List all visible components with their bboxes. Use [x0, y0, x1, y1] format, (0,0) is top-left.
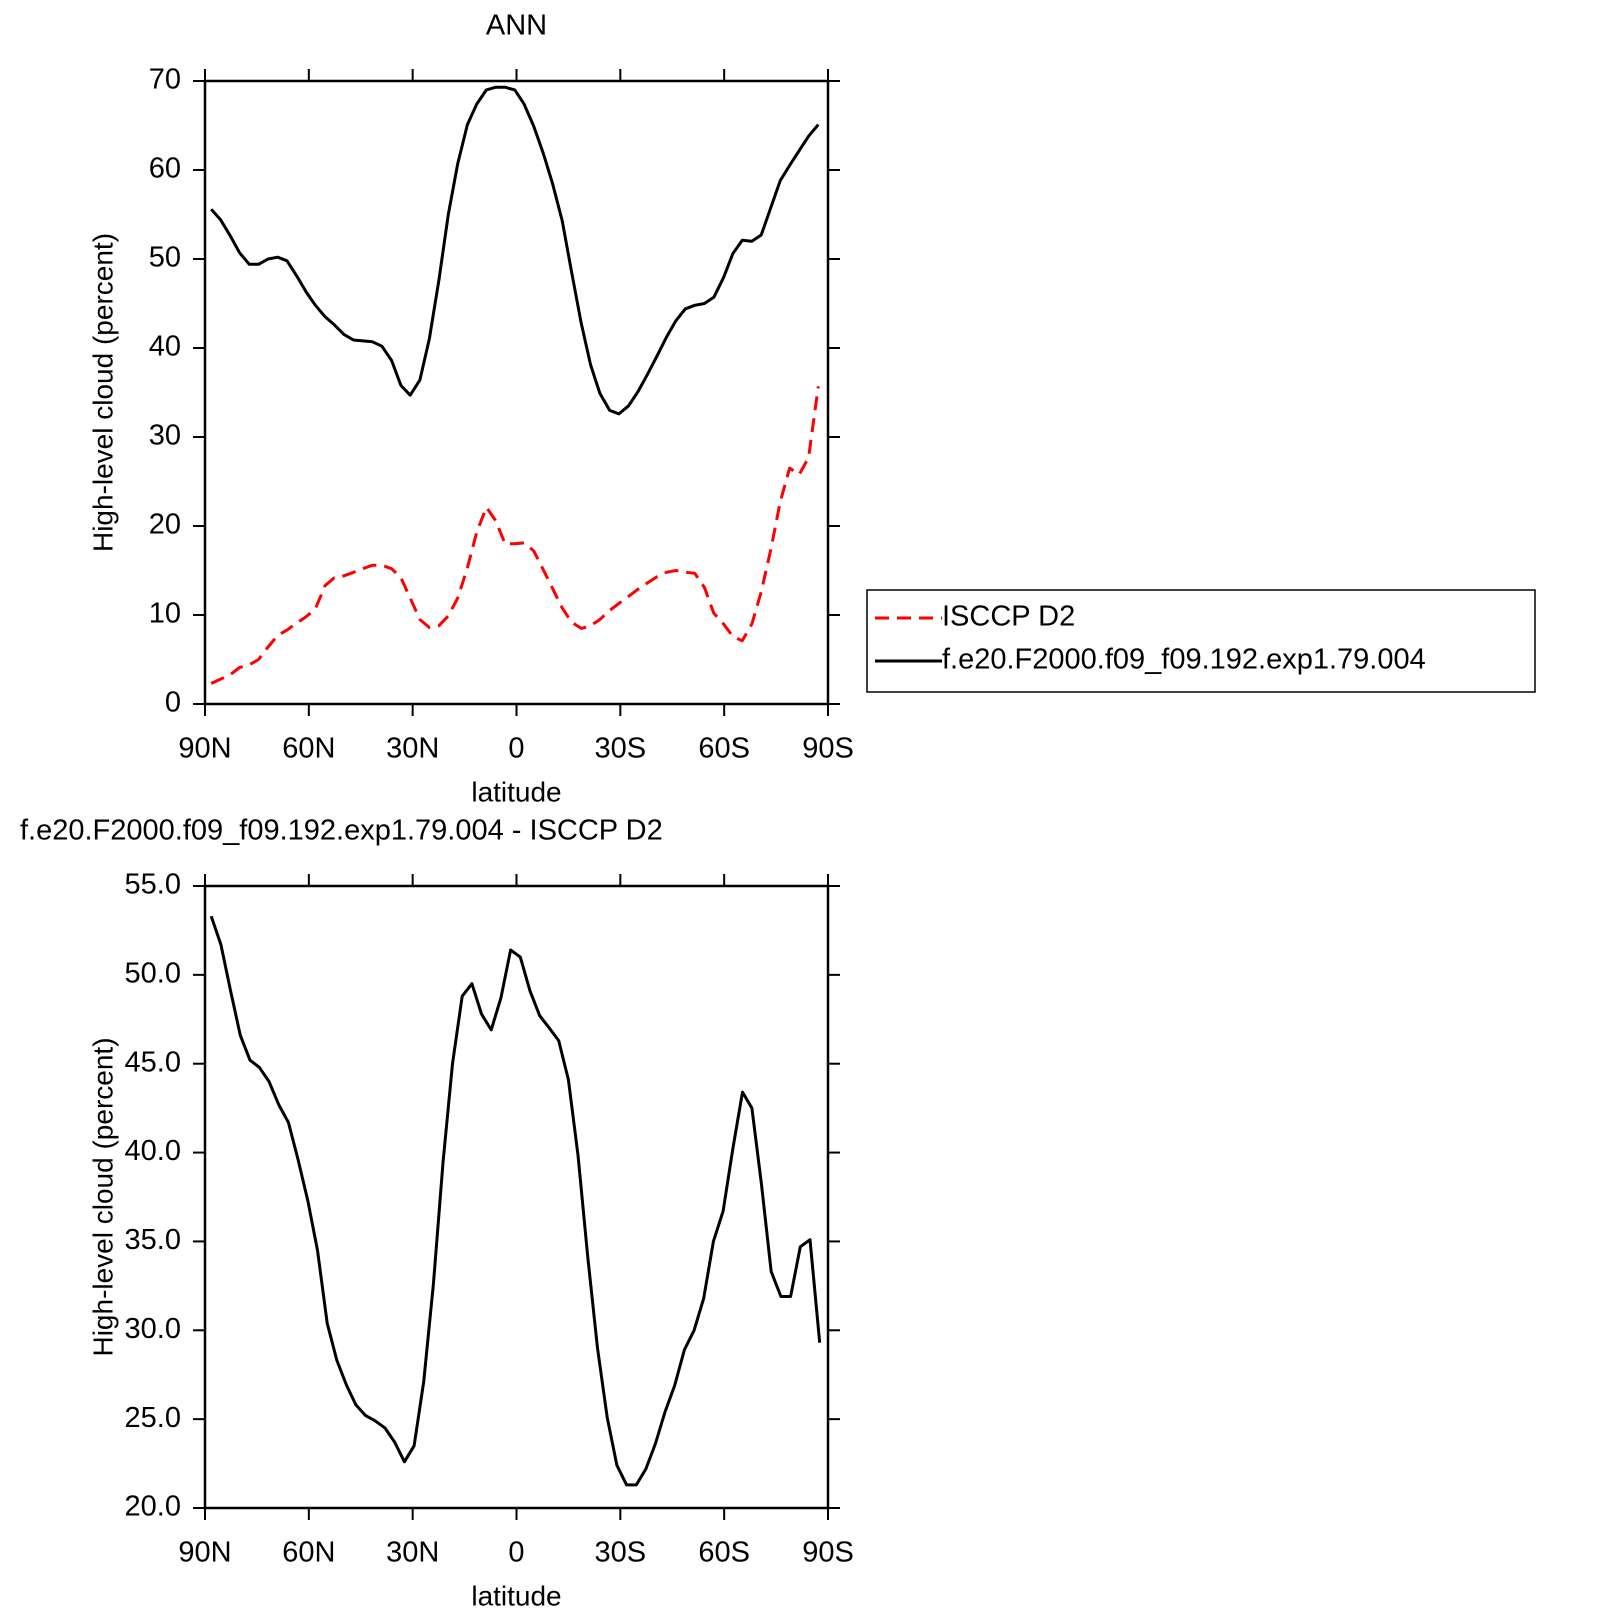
x-tick-label: 60S — [698, 733, 750, 765]
y-tick-label: 30.0 — [125, 1313, 181, 1345]
x-tick-label: 60N — [282, 733, 335, 765]
y-axis-label: High-level cloud (percent) — [87, 1037, 118, 1356]
data-line — [209, 915, 822, 1487]
data-line — [210, 386, 820, 685]
chart-title: ANN — [486, 10, 547, 42]
plot-frame — [203, 79, 830, 706]
x-tick-label: 60N — [282, 1537, 335, 1569]
x-tick-label: 30S — [595, 1537, 647, 1569]
y-tick-label: 0 — [165, 687, 181, 719]
plot-frame — [203, 884, 830, 1510]
x-tick-label: 90S — [802, 733, 854, 765]
x-axis-label: latitude — [471, 1580, 561, 1608]
y-tick-label: 50.0 — [125, 958, 181, 990]
x-tick-label: 30S — [595, 733, 647, 765]
y-tick-label: 70 — [149, 64, 181, 96]
x-tick-label: 90N — [178, 1537, 231, 1569]
y-tick-label: 10 — [149, 598, 181, 630]
y-tick-label: 40 — [149, 331, 181, 363]
x-tick-label: 90N — [178, 733, 231, 765]
legend-label: f.e20.F2000.f09_f09.192.exp1.79.004 — [942, 644, 1426, 676]
y-tick-label: 35.0 — [125, 1224, 181, 1256]
x-tick-label: 90S — [802, 1537, 854, 1569]
y-tick-label: 60 — [149, 153, 181, 185]
x-tick-label: 0 — [508, 1537, 524, 1569]
x-tick-label: 0 — [508, 733, 524, 765]
chart-title: f.e20.F2000.f09_f09.192.exp1.79.004 - IS… — [20, 815, 663, 847]
y-tick-label: 50 — [149, 242, 181, 274]
x-tick-label: 60S — [698, 1537, 750, 1569]
y-tick-label: 55.0 — [125, 869, 181, 901]
x-axis-label: latitude — [471, 776, 561, 807]
y-tick-label: 30 — [149, 420, 181, 452]
x-tick-label: 30N — [386, 733, 439, 765]
legend-box — [866, 589, 1536, 693]
y-tick-label: 20 — [149, 509, 181, 541]
y-tick-label: 20.0 — [125, 1491, 181, 1523]
x-tick-label: 30N — [386, 1537, 439, 1569]
y-tick-label: 40.0 — [125, 1135, 181, 1167]
legend-label: ISCCP D2 — [942, 601, 1075, 633]
y-tick-label: 45.0 — [125, 1046, 181, 1078]
y-tick-label: 25.0 — [125, 1402, 181, 1434]
y-axis-label: High-level cloud (percent) — [87, 233, 118, 552]
data-line — [210, 85, 820, 416]
